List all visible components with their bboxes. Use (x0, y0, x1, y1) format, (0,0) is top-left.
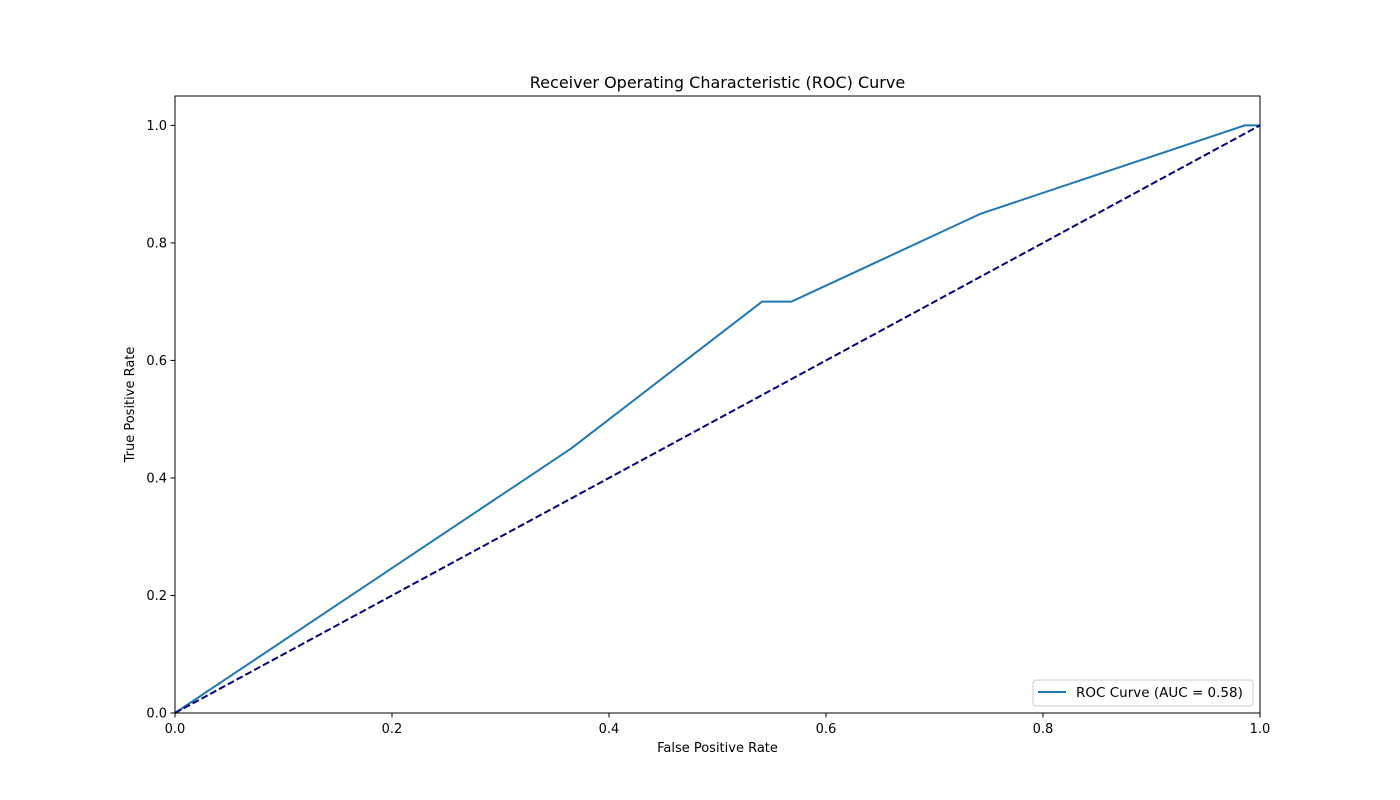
y-tick-label: 0.6 (146, 354, 167, 369)
y-axis-ticks: 0.0 0.2 0.4 0.6 0.8 1.0 (146, 119, 175, 722)
legend-label-roc-curve: ROC Curve (AUC = 0.58) (1076, 685, 1243, 701)
x-tick-label: 0.6 (816, 722, 837, 737)
y-tick-label: 0.2 (146, 589, 167, 604)
legend: ROC Curve (AUC = 0.58) (1032, 679, 1254, 707)
plot-area (174, 95, 1261, 714)
series-layer (174, 124, 1261, 714)
x-axis-label: False Positive Rate (657, 741, 778, 756)
y-tick-label: 1.0 (146, 119, 167, 134)
x-tick-label: 0.0 (165, 722, 186, 737)
x-tick-label: 1.0 (1250, 722, 1271, 737)
plot-frame (174, 95, 1261, 714)
random-classifier-diagonal-line (174, 124, 1261, 714)
x-tick-label: 0.2 (382, 722, 403, 737)
y-axis-label: True Positive Rate (123, 347, 138, 464)
plot-background (175, 96, 1260, 713)
legend-box (1032, 679, 1254, 707)
x-tick-label: 0.4 (599, 722, 620, 737)
y-tick-label: 0.8 (146, 236, 167, 251)
x-axis-ticks: 0.0 0.2 0.4 0.6 0.8 1.0 (165, 713, 1271, 737)
y-tick-label: 0.0 (146, 707, 167, 722)
chart-title: Receiver Operating Characteristic (ROC) … (530, 73, 905, 92)
x-tick-label: 0.8 (1033, 722, 1054, 737)
y-tick-label: 0.4 (146, 471, 167, 486)
roc-curve-line (174, 124, 1260, 714)
